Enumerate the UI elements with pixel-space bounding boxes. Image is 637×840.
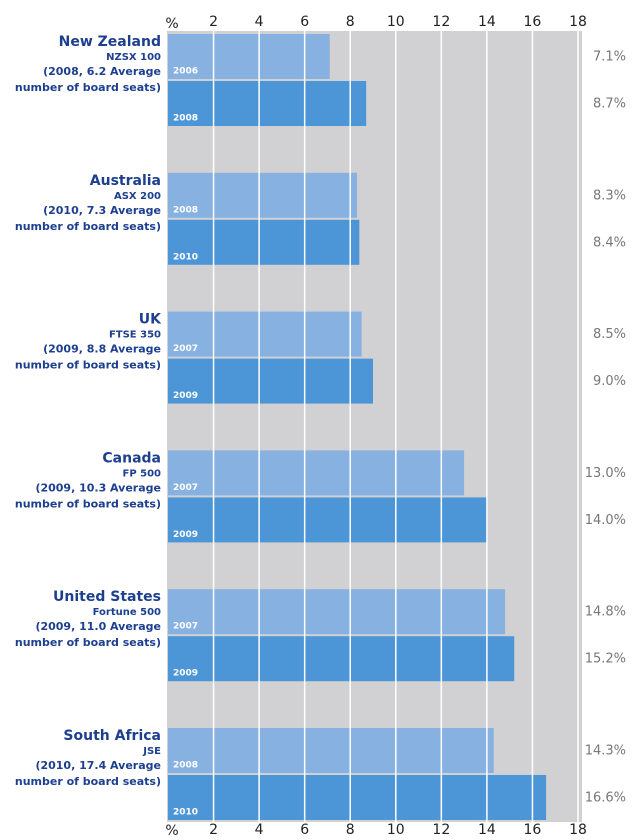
year-label: 2008: [173, 761, 198, 771]
bar: [168, 358, 373, 404]
bar: [168, 172, 358, 218]
index-label: JSE: [142, 746, 161, 757]
x-tick-label: 16: [524, 822, 542, 838]
x-tick-label: 12: [432, 822, 450, 838]
x-tick-label: 8: [346, 14, 355, 30]
bar: [168, 311, 362, 357]
plot-background: [167, 31, 582, 822]
note-label: number of board seats): [15, 775, 161, 788]
bar: [168, 34, 330, 79]
x-tick-label: 2: [209, 14, 218, 30]
x-tick-label: 8: [346, 822, 355, 838]
index-label: ASX 200: [114, 191, 161, 202]
index-label: FP 500: [122, 468, 161, 479]
value-label: 15.2%: [585, 652, 626, 667]
value-label: 14.8%: [585, 605, 626, 620]
year-label: 2009: [173, 530, 198, 540]
bar: [168, 81, 367, 126]
year-label: 2010: [173, 808, 198, 818]
note-label: (2010, 7.3 Average: [43, 204, 161, 217]
x-tick-label: 14: [478, 14, 496, 30]
note-label: (2009, 10.3 Average: [35, 481, 161, 494]
note-label: number of board seats): [15, 497, 161, 510]
value-label: 8.5%: [593, 327, 626, 342]
bar: [168, 589, 506, 635]
value-label: 16.6%: [585, 791, 626, 806]
x-tick-label: 4: [255, 14, 264, 30]
bar: [168, 450, 465, 496]
year-label: 2008: [173, 114, 198, 124]
year-label: 2007: [173, 344, 198, 354]
x-tick-label: 14: [478, 822, 496, 838]
bar: [168, 728, 494, 773]
country-label: UK: [139, 312, 162, 328]
bar: [168, 775, 547, 820]
year-label: 2008: [173, 205, 198, 215]
country-label: Australia: [90, 173, 161, 189]
bar: [168, 497, 487, 543]
country-label: United States: [53, 589, 161, 605]
note-label: (2009, 11.0 Average: [35, 620, 161, 633]
bar: [168, 636, 515, 682]
value-label: 7.1%: [593, 50, 626, 65]
x-tick-label: 10: [387, 822, 405, 838]
note-label: number of board seats): [15, 359, 161, 372]
value-label: 8.7%: [593, 97, 626, 112]
value-label: 9.0%: [593, 374, 626, 389]
note-label: (2008, 6.2 Average: [43, 65, 161, 78]
note-label: number of board seats): [15, 636, 161, 649]
year-label: 2006: [173, 67, 198, 77]
country-label: South Africa: [63, 728, 161, 744]
x-tick-label: 12: [432, 14, 450, 30]
note-label: (2010, 17.4 Average: [35, 759, 161, 772]
x-tick-label: 16: [524, 14, 542, 30]
note-label: number of board seats): [15, 220, 161, 233]
value-label: 14.3%: [585, 744, 626, 759]
note-label: number of board seats): [15, 81, 161, 94]
x-tick-label: 4: [255, 822, 264, 838]
x-tick-label: 18: [569, 14, 587, 30]
index-label: FTSE 350: [109, 330, 161, 341]
year-label: 2009: [173, 669, 198, 679]
year-label: 2009: [173, 391, 198, 401]
country-label: New Zealand: [59, 34, 161, 50]
x-tick-label: 18: [569, 822, 587, 838]
x-tick-label: 2: [209, 822, 218, 838]
unit-label: %: [165, 823, 178, 839]
value-label: 14.0%: [585, 513, 626, 528]
x-tick-label: 6: [300, 14, 309, 30]
unit-label: %: [165, 16, 178, 32]
bar: [168, 219, 360, 265]
index-label: NZSX 100: [106, 52, 161, 63]
country-label: Canada: [102, 450, 161, 466]
year-label: 2007: [173, 483, 198, 493]
value-label: 8.4%: [593, 235, 626, 250]
note-label: (2009, 8.8 Average: [43, 343, 161, 356]
value-label: 8.3%: [593, 188, 626, 203]
value-label: 13.0%: [585, 466, 626, 481]
x-tick-label: 6: [300, 822, 309, 838]
year-label: 2010: [173, 252, 198, 262]
index-label: Fortune 500: [93, 607, 161, 618]
x-tick-label: 10: [387, 14, 405, 30]
year-label: 2007: [173, 622, 198, 632]
